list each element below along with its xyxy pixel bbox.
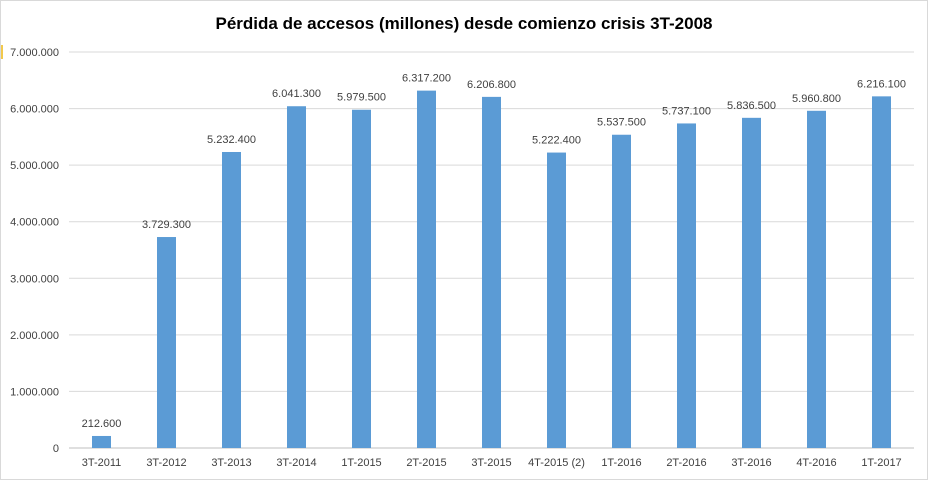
data-label: 6.041.300 [272,88,321,100]
bar [807,110,826,448]
chart-title: Pérdida de accesos (millones) desde comi… [215,14,713,33]
x-tick-label: 1T-2017 [861,457,901,469]
data-label: 6.216.100 [857,78,906,90]
data-label: 6.317.200 [402,73,451,85]
x-tick-label: 2T-2016 [666,457,706,469]
x-tick-label: 4T-2015 (2) [528,457,585,469]
data-label: 5.222.400 [532,135,581,147]
bar [742,117,761,448]
bar [677,123,696,448]
x-tick-label: 1T-2016 [601,457,641,469]
data-label: 5.836.500 [727,100,776,112]
bar [612,134,631,448]
x-tick-label: 2T-2015 [406,457,446,469]
bar [417,90,436,449]
y-tick-label: 4.000.000 [10,217,59,229]
bar [352,109,371,448]
x-tick-label: 3T-2016 [731,457,771,469]
selection-marker [1,45,3,59]
x-tick-label: 1T-2015 [341,457,381,469]
x-tick-label: 3T-2011 [82,457,122,469]
y-tick-label: 3.000.000 [10,273,59,285]
x-tick-label: 3T-2012 [146,457,186,469]
y-tick-label: 1.000.000 [10,386,59,398]
y-tick-label: 6.000.000 [10,104,59,116]
data-label: 5.979.500 [337,92,386,104]
data-label: 212.600 [82,418,122,430]
x-tick-label: 3T-2015 [471,457,511,469]
bar [92,435,111,448]
data-label: 5.960.800 [792,93,841,105]
bar [157,237,176,448]
data-label: 6.206.800 [467,79,516,91]
y-tick-label: 2.000.000 [10,330,59,342]
data-label: 3.729.300 [142,219,191,231]
bar [222,151,241,448]
data-label: 5.537.500 [597,117,646,129]
y-tick-label: 5.000.000 [10,160,59,172]
bar [482,96,501,448]
bar [287,106,306,448]
x-tick-label: 3T-2014 [276,457,316,469]
bar [547,152,566,448]
x-tick-label: 4T-2016 [796,457,836,469]
bar [872,96,891,448]
y-tick-label: 0 [53,443,59,455]
y-tick-label: 7.000.000 [10,47,59,59]
data-label: 5.737.100 [662,105,711,117]
data-label: 5.232.400 [207,134,256,146]
x-tick-label: 3T-2013 [211,457,251,469]
